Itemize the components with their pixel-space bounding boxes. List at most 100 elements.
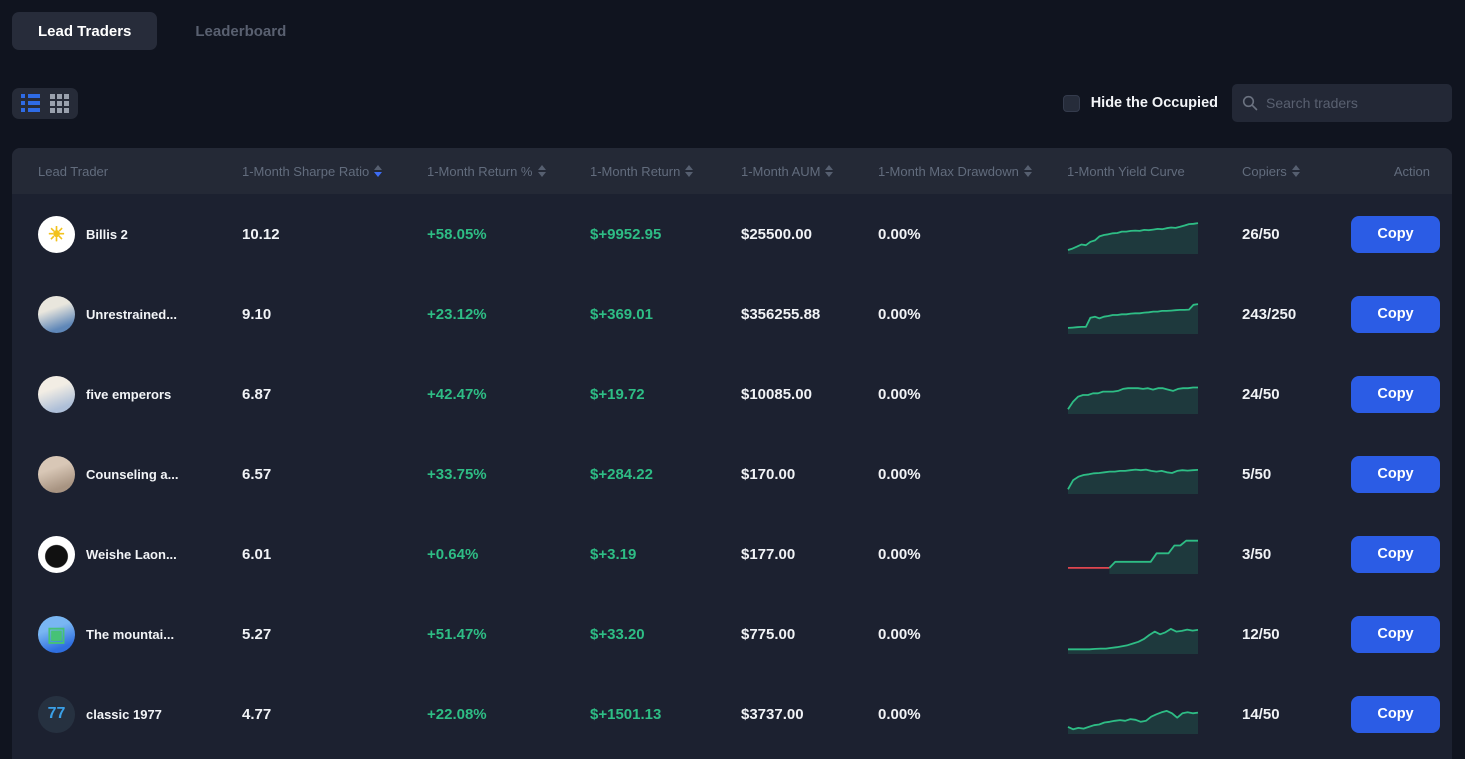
table-row[interactable]: Weishe Laon... 6.01 +0.64% $+3.19 $177.0… [12,514,1452,594]
sort-arrows-icon[interactable] [825,165,834,177]
table-row[interactable]: ▣ The mountai... 5.27 +51.47% $+33.20 $7… [12,594,1452,674]
sharpe-value: 4.77 [242,705,272,723]
return-usd-value: $+9952.95 [590,225,662,243]
trader-avatar: ▣ [38,615,75,653]
view-mode-toggle[interactable] [12,87,78,119]
return-usd-value: $+284.22 [590,465,653,483]
trader-name[interactable]: Billis 2 [86,226,128,242]
header-action: Action [1393,163,1430,179]
aum-value: $25500.00 [741,225,812,243]
header-copiers[interactable]: Copiers [1230,164,1328,179]
header-return-pct[interactable]: 1-Month Return % [415,164,578,179]
copy-button[interactable]: Copy [1351,295,1440,333]
max-drawdown-value: 0.00% [878,385,921,403]
return-usd-value: $+19.72 [590,385,645,403]
copy-button[interactable]: Copy [1351,375,1440,413]
header-return[interactable]: 1-Month Return [578,164,729,179]
trader-avatar [38,535,75,573]
toolbar: Hide the Occupied [0,84,1465,122]
tab-leaderboard[interactable]: Leaderboard [195,22,287,40]
yield-curve-chart [1055,692,1230,736]
grid-view-icon[interactable] [50,93,69,113]
trader-name[interactable]: five emperors [86,386,172,402]
header-sharpe-ratio[interactable]: 1-Month Sharpe Ratio [230,164,415,179]
aum-value: $356255.88 [741,305,821,323]
yield-curve-chart [1055,452,1230,496]
tab-bar: Lead Traders Leaderboard [0,0,1465,50]
copiers-value: 3/50 [1242,545,1272,563]
trader-cell[interactable]: five emperors [12,375,230,413]
table-row[interactable]: 77 classic 1977 4.77 +22.08% $+1501.13 $… [12,674,1452,754]
copiers-value: 14/50 [1242,705,1280,723]
trader-name[interactable]: The mountai... [86,626,175,642]
copiers-value: 12/50 [1242,625,1280,643]
table-row[interactable]: ☀ Billis 2 10.12 +58.05% $+9952.95 $2550… [12,194,1452,274]
trader-cell[interactable]: Counseling a... [12,455,230,493]
aum-value: $177.00 [741,545,796,563]
trader-name[interactable]: Weishe Laon... [86,546,177,562]
yield-curve-chart [1055,292,1230,336]
search-box[interactable] [1232,84,1452,122]
trader-cell[interactable]: ☀ Billis 2 [12,215,230,253]
trader-name[interactable]: classic 1977 [86,706,162,722]
aum-value: $10085.00 [741,385,812,403]
copiers-value: 5/50 [1242,465,1272,483]
header-aum[interactable]: 1-Month AUM [729,164,866,179]
return-pct-value: +0.64% [427,545,479,563]
return-pct-value: +51.47% [427,625,487,643]
copiers-value: 243/250 [1242,305,1297,323]
max-drawdown-value: 0.00% [878,625,921,643]
header-max-drawdown[interactable]: 1-Month Max Drawdown [866,164,1055,179]
table-row[interactable]: five emperors 6.87 +42.47% $+19.72 $1008… [12,354,1452,434]
return-usd-value: $+3.19 [590,545,637,563]
sort-arrows-icon[interactable] [374,165,383,177]
lead-traders-table: Lead Trader 1-Month Sharpe Ratio 1-Month… [12,148,1452,759]
tab-lead-traders[interactable]: Lead Traders [12,12,158,50]
copiers-value: 26/50 [1242,225,1280,243]
table-row[interactable]: Unrestrained... 9.10 +23.12% $+369.01 $3… [12,274,1452,354]
trader-avatar [38,375,75,413]
copy-button[interactable]: Copy [1351,455,1440,493]
sharpe-value: 5.27 [242,625,272,643]
return-pct-value: +23.12% [427,305,487,323]
copy-button[interactable]: Copy [1351,695,1440,733]
copy-button[interactable]: Copy [1351,615,1440,653]
yield-curve-chart [1055,372,1230,416]
return-pct-value: +33.75% [427,465,487,483]
aum-value: $3737.00 [741,705,804,723]
aum-value: $775.00 [741,625,796,643]
search-input[interactable] [1266,95,1442,111]
copy-button[interactable]: Copy [1351,215,1440,253]
max-drawdown-value: 0.00% [878,705,921,723]
max-drawdown-value: 0.00% [878,545,921,563]
search-icon [1242,95,1258,111]
header-lead-trader: Lead Trader [38,163,109,179]
trader-cell[interactable]: Weishe Laon... [12,535,230,573]
table-row[interactable]: Counseling a... 6.57 +33.75% $+284.22 $1… [12,434,1452,514]
trader-name[interactable]: Counseling a... [86,466,179,482]
max-drawdown-value: 0.00% [878,465,921,483]
trader-cell[interactable]: Unrestrained... [12,295,230,333]
yield-curve-chart [1055,612,1230,656]
list-view-icon[interactable] [21,94,40,112]
trader-cell[interactable]: 77 classic 1977 [12,695,230,733]
sort-arrows-icon[interactable] [1291,165,1300,177]
max-drawdown-value: 0.00% [878,225,921,243]
copiers-value: 24/50 [1242,385,1280,403]
sort-arrows-icon[interactable] [685,165,694,177]
trader-name[interactable]: Unrestrained... [86,306,178,322]
trader-cell[interactable]: ▣ The mountai... [12,615,230,653]
return-usd-value: $+1501.13 [590,705,662,723]
return-usd-value: $+33.20 [590,625,645,643]
trader-avatar: ☀ [38,215,75,253]
sharpe-value: 9.10 [242,305,272,323]
sharpe-value: 6.87 [242,385,272,403]
yield-curve-chart [1055,212,1230,256]
hide-occupied-checkbox[interactable] [1062,94,1080,112]
copy-button[interactable]: Copy [1351,535,1440,573]
sharpe-value: 10.12 [242,225,280,243]
sharpe-value: 6.57 [242,465,272,483]
return-pct-value: +58.05% [427,225,487,243]
sort-arrows-icon[interactable] [537,165,546,177]
sort-arrows-icon[interactable] [1023,165,1032,177]
